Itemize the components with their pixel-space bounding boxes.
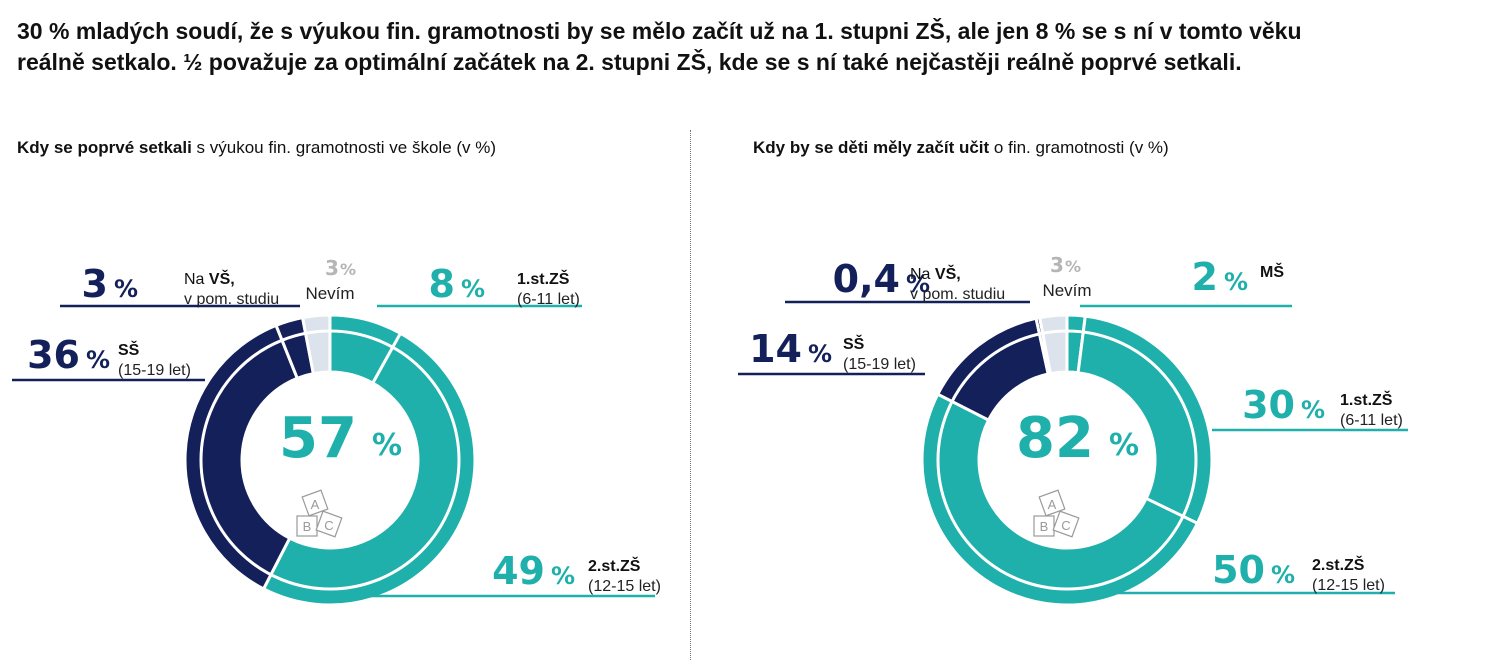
donut-slice-1-3 <box>183 323 299 591</box>
block-letter-1: A <box>1048 497 1057 512</box>
value-unit: % <box>114 275 138 303</box>
value-unit: % <box>551 562 575 590</box>
category-label-main: SŠ <box>118 340 140 359</box>
value-label: 49 <box>492 549 545 593</box>
value-unit: % <box>906 270 930 298</box>
center-value: 82 <box>1016 406 1094 471</box>
value-label: 3 <box>325 256 339 280</box>
donut-slice-2-3 <box>920 392 1199 607</box>
category-sublabel: v pom. studiu <box>910 286 1005 303</box>
slice-label-1-3: 36% SŠ (15-19 let) <box>12 333 205 382</box>
category-sublabel: (6-11 let) <box>517 291 580 308</box>
value-unit: % <box>461 275 485 303</box>
chart-2-title-bold: Kdy by se děti měly začít učit <box>753 138 990 157</box>
inner-ring-separator <box>199 329 461 591</box>
value-label: 14 <box>749 327 802 371</box>
value-label: 3 <box>82 262 108 306</box>
category-label-main: 2.st.ZŠ <box>588 556 641 575</box>
category-label: Na VŠ, <box>910 264 961 283</box>
category-label: 2.st.ZŠ <box>1312 555 1365 574</box>
block-letter-3: C <box>324 518 333 533</box>
category-label-main: MŠ <box>1260 262 1284 281</box>
center-unit: % <box>1109 428 1139 463</box>
category-sublabel: v pom. studiu <box>184 291 279 308</box>
abc-blocks-icon: AB C <box>296 489 343 538</box>
category-label-main: 1.st.ZŠ <box>517 269 570 288</box>
abc-blocks-icon: AB C <box>1033 489 1080 538</box>
category-sublabel: (15-19 let) <box>118 362 191 379</box>
slice-label-2-6: 3 % Nevím <box>1042 253 1091 300</box>
value-unit: % <box>1271 561 1295 589</box>
category-label: SŠ <box>843 334 865 353</box>
value-label: 0,4 <box>833 257 900 301</box>
category-label-main: 1.st.ZŠ <box>1340 390 1393 409</box>
slice-label-1-2: 49% 2.st.ZŠ (12-15 let) <box>350 549 661 598</box>
slice-label-2-3: 50% 2.st.ZŠ (12-15 let) <box>1110 548 1395 595</box>
value-label: 8 <box>429 262 455 306</box>
center-value: 57 <box>279 406 357 471</box>
category-label: 2.st.ZŠ <box>588 556 641 575</box>
category-sublabel: (6-11 let) <box>1340 412 1403 429</box>
slice-label-1-4: 3% Na VŠ, v pom. studiu <box>60 262 300 308</box>
donut-hole <box>242 372 418 548</box>
block-letter-2: B <box>303 519 312 534</box>
category-label-main: 2.st.ZŠ <box>1312 555 1365 574</box>
slice-label-2-2: 30% 1.st.ZŠ (6-11 let) <box>1212 383 1408 432</box>
headline: 30 % mladých soudí, že s výukou fin. gra… <box>17 16 1477 78</box>
category-label: 1.st.ZŠ <box>517 269 570 288</box>
value-label: 30 <box>1242 383 1295 427</box>
value-label: 2 <box>1192 255 1218 299</box>
value-label: 3 <box>1050 253 1064 277</box>
donut-chart-1: 57 % AB C 8% 1.st.ZŠ (6-11 let) 49% 2.st.ZŠ (12-1… <box>12 256 661 607</box>
value-unit: % <box>86 346 110 374</box>
category-label-main: SŠ <box>843 334 865 353</box>
headline-line-1: 30 % mladých soudí, že s výukou fin. gra… <box>17 18 1302 44</box>
value-unit: % <box>340 260 356 279</box>
block-letter-1: A <box>311 497 320 512</box>
block-c <box>315 510 343 538</box>
donut-hole <box>979 372 1155 548</box>
category-label-prefix: Na <box>910 266 935 283</box>
value-unit: % <box>1065 257 1081 276</box>
value-label: 36 <box>27 333 80 377</box>
category-label: Nevím <box>1042 281 1091 300</box>
headline-line-2: reálně setkalo. ½ považuje za optimální … <box>17 49 1242 75</box>
chart-2-title-rest: o fin. gramotnosti (v %) <box>989 138 1169 157</box>
block-a <box>301 489 329 517</box>
slice-label-1-5: 3 % Nevím <box>305 256 356 303</box>
chart-2-title: Kdy by se děti měly začít učit o fin. gr… <box>753 136 1169 160</box>
category-label: MŠ <box>1260 262 1284 281</box>
slice-label-2-1: 2% MŠ <box>1080 255 1292 308</box>
value-unit: % <box>1301 396 1325 424</box>
category-sublabel: (15-19 let) <box>843 356 916 373</box>
block-a <box>1038 489 1066 517</box>
category-label: 1.st.ZŠ <box>1340 390 1393 409</box>
value-label: 50 <box>1212 548 1265 592</box>
donut-chart-2: 82 % AB C 2% MŠ 30% 1.st.ZŠ (6-11 let) 50% 2.st.ZŠ… <box>738 253 1408 607</box>
value-unit: % <box>808 340 832 368</box>
category-sublabel: (12-15 let) <box>1312 577 1385 594</box>
value-unit: % <box>1224 268 1248 296</box>
category-label: Na VŠ, <box>184 269 235 288</box>
chart-1-title-bold: Kdy se poprvé setkali <box>17 138 192 157</box>
category-label-prefix: Na <box>184 271 209 288</box>
category-label-main: VŠ, <box>209 269 235 288</box>
center-unit: % <box>372 428 402 463</box>
inner-ring-separator <box>936 329 1198 591</box>
block-letter-2: B <box>1040 519 1049 534</box>
category-label: Nevím <box>305 284 354 303</box>
chart-1-title: Kdy se poprvé setkali s výukou fin. gram… <box>17 136 496 160</box>
chart-1-title-rest: s výukou fin. gramotnosti ve škole (v %) <box>191 138 497 157</box>
block-letter-3: C <box>1061 518 1070 533</box>
category-sublabel: (12-15 let) <box>588 578 661 595</box>
slice-label-2-5: 0,4 %Na VŠ, v pom. studiu <box>785 257 1030 304</box>
category-label: SŠ <box>118 340 140 359</box>
divider <box>690 130 691 660</box>
slice-label-1-1: 8% 1.st.ZŠ (6-11 let) <box>377 262 582 308</box>
category-label-main: VŠ, <box>935 264 961 283</box>
slice-label-2-4: 14% SŠ (15-19 let) <box>738 327 925 376</box>
block-c <box>1052 510 1080 538</box>
